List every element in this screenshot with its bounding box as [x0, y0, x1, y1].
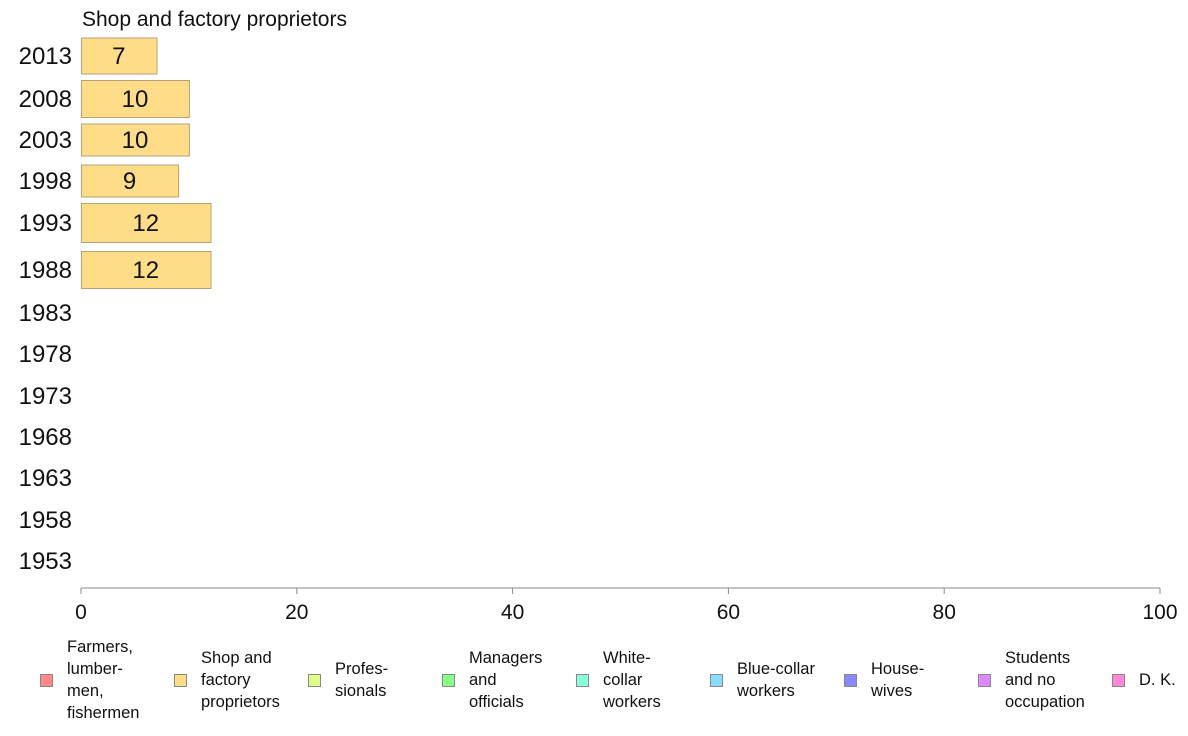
category-label-1993: 1993 [19, 210, 72, 237]
legend-item-5: Blue-collar workers [710, 658, 815, 702]
legend-item-2: Profes- sionals [308, 658, 388, 702]
data-label-1993: 12 [132, 210, 159, 237]
category-labels: 2013 2008 2003 1998 1993 1988 1983 1978 1973 1968… [19, 43, 72, 575]
data-label-2003: 10 [122, 127, 149, 154]
legend-label: Farmers, lumber- men, fishermen [67, 638, 140, 722]
data-label-1998: 9 [123, 168, 136, 195]
category-label-2003: 2003 [19, 127, 72, 154]
legend-swatch [40, 673, 53, 687]
legend-swatch [710, 673, 723, 687]
bar-1988 [81, 251, 212, 289]
category-label-1978: 1978 [19, 341, 72, 368]
legend-item-0: Farmers, lumber- men, fishermen [40, 636, 139, 724]
x-tick-label-100: 100 [1142, 601, 1177, 624]
legend-label: Students and no occupation [1005, 649, 1085, 711]
category-label-1958: 1958 [19, 507, 72, 534]
legend-label: Blue-collar workers [737, 660, 815, 700]
x-axis: 0 20 40 60 80 100 [75, 587, 1178, 624]
legend-label: Profes- sionals [335, 660, 389, 700]
legend-swatch [442, 673, 455, 687]
legend-label: Shop and factory proprietors [201, 649, 280, 711]
legend-swatch [576, 673, 589, 687]
bar-1998 [81, 164, 180, 198]
data-label-2013: 7 [112, 43, 125, 70]
category-label-2008: 2008 [19, 86, 72, 113]
legend-item-1: Shop and factory proprietors [174, 647, 280, 713]
legend-item-3: Managers and officials [442, 647, 542, 713]
legend-swatch [844, 673, 857, 687]
legend-label: D. K. [1139, 671, 1176, 689]
x-tick-label-60: 60 [717, 601, 740, 624]
legend-swatch [174, 673, 187, 687]
chart-title: Shop and factory proprietors [82, 8, 347, 31]
legend-label: House- wives [871, 660, 925, 700]
bar-1993 [81, 203, 212, 243]
x-tick-label-80: 80 [933, 601, 956, 624]
legend-label: Managers and officials [469, 649, 543, 711]
x-tick-label-20: 20 [285, 601, 308, 624]
legend-swatch [308, 673, 321, 687]
category-label-1998: 1998 [19, 168, 72, 195]
bar-2003 [81, 123, 190, 157]
category-label-1973: 1973 [19, 383, 72, 410]
legend-item-7: Students and no occupation [978, 647, 1085, 713]
category-label-2013: 2013 [19, 43, 72, 70]
legend-swatch [978, 673, 991, 687]
category-label-1983: 1983 [19, 300, 72, 327]
bar-2008 [81, 80, 190, 118]
x-tick-label-40: 40 [501, 601, 524, 624]
data-label-1988: 12 [132, 257, 159, 284]
legend-swatch [1112, 673, 1125, 687]
category-label-1963: 1963 [19, 465, 72, 492]
legend-label: White- collar workers [603, 649, 661, 711]
legend-item-6: House- wives [844, 658, 924, 702]
x-tick-label-0: 0 [75, 601, 87, 624]
data-label-2008: 10 [122, 86, 149, 113]
bar-2013 [81, 37, 158, 75]
legend-item-8: D. K. [1112, 669, 1176, 691]
category-label-1988: 1988 [19, 257, 72, 284]
legend-item-4: White- collar workers [576, 647, 661, 713]
category-label-1953: 1953 [19, 548, 72, 575]
bars-layer: 7 10 10 9 12 12 [81, 37, 212, 289]
category-label-1968: 1968 [19, 424, 72, 451]
